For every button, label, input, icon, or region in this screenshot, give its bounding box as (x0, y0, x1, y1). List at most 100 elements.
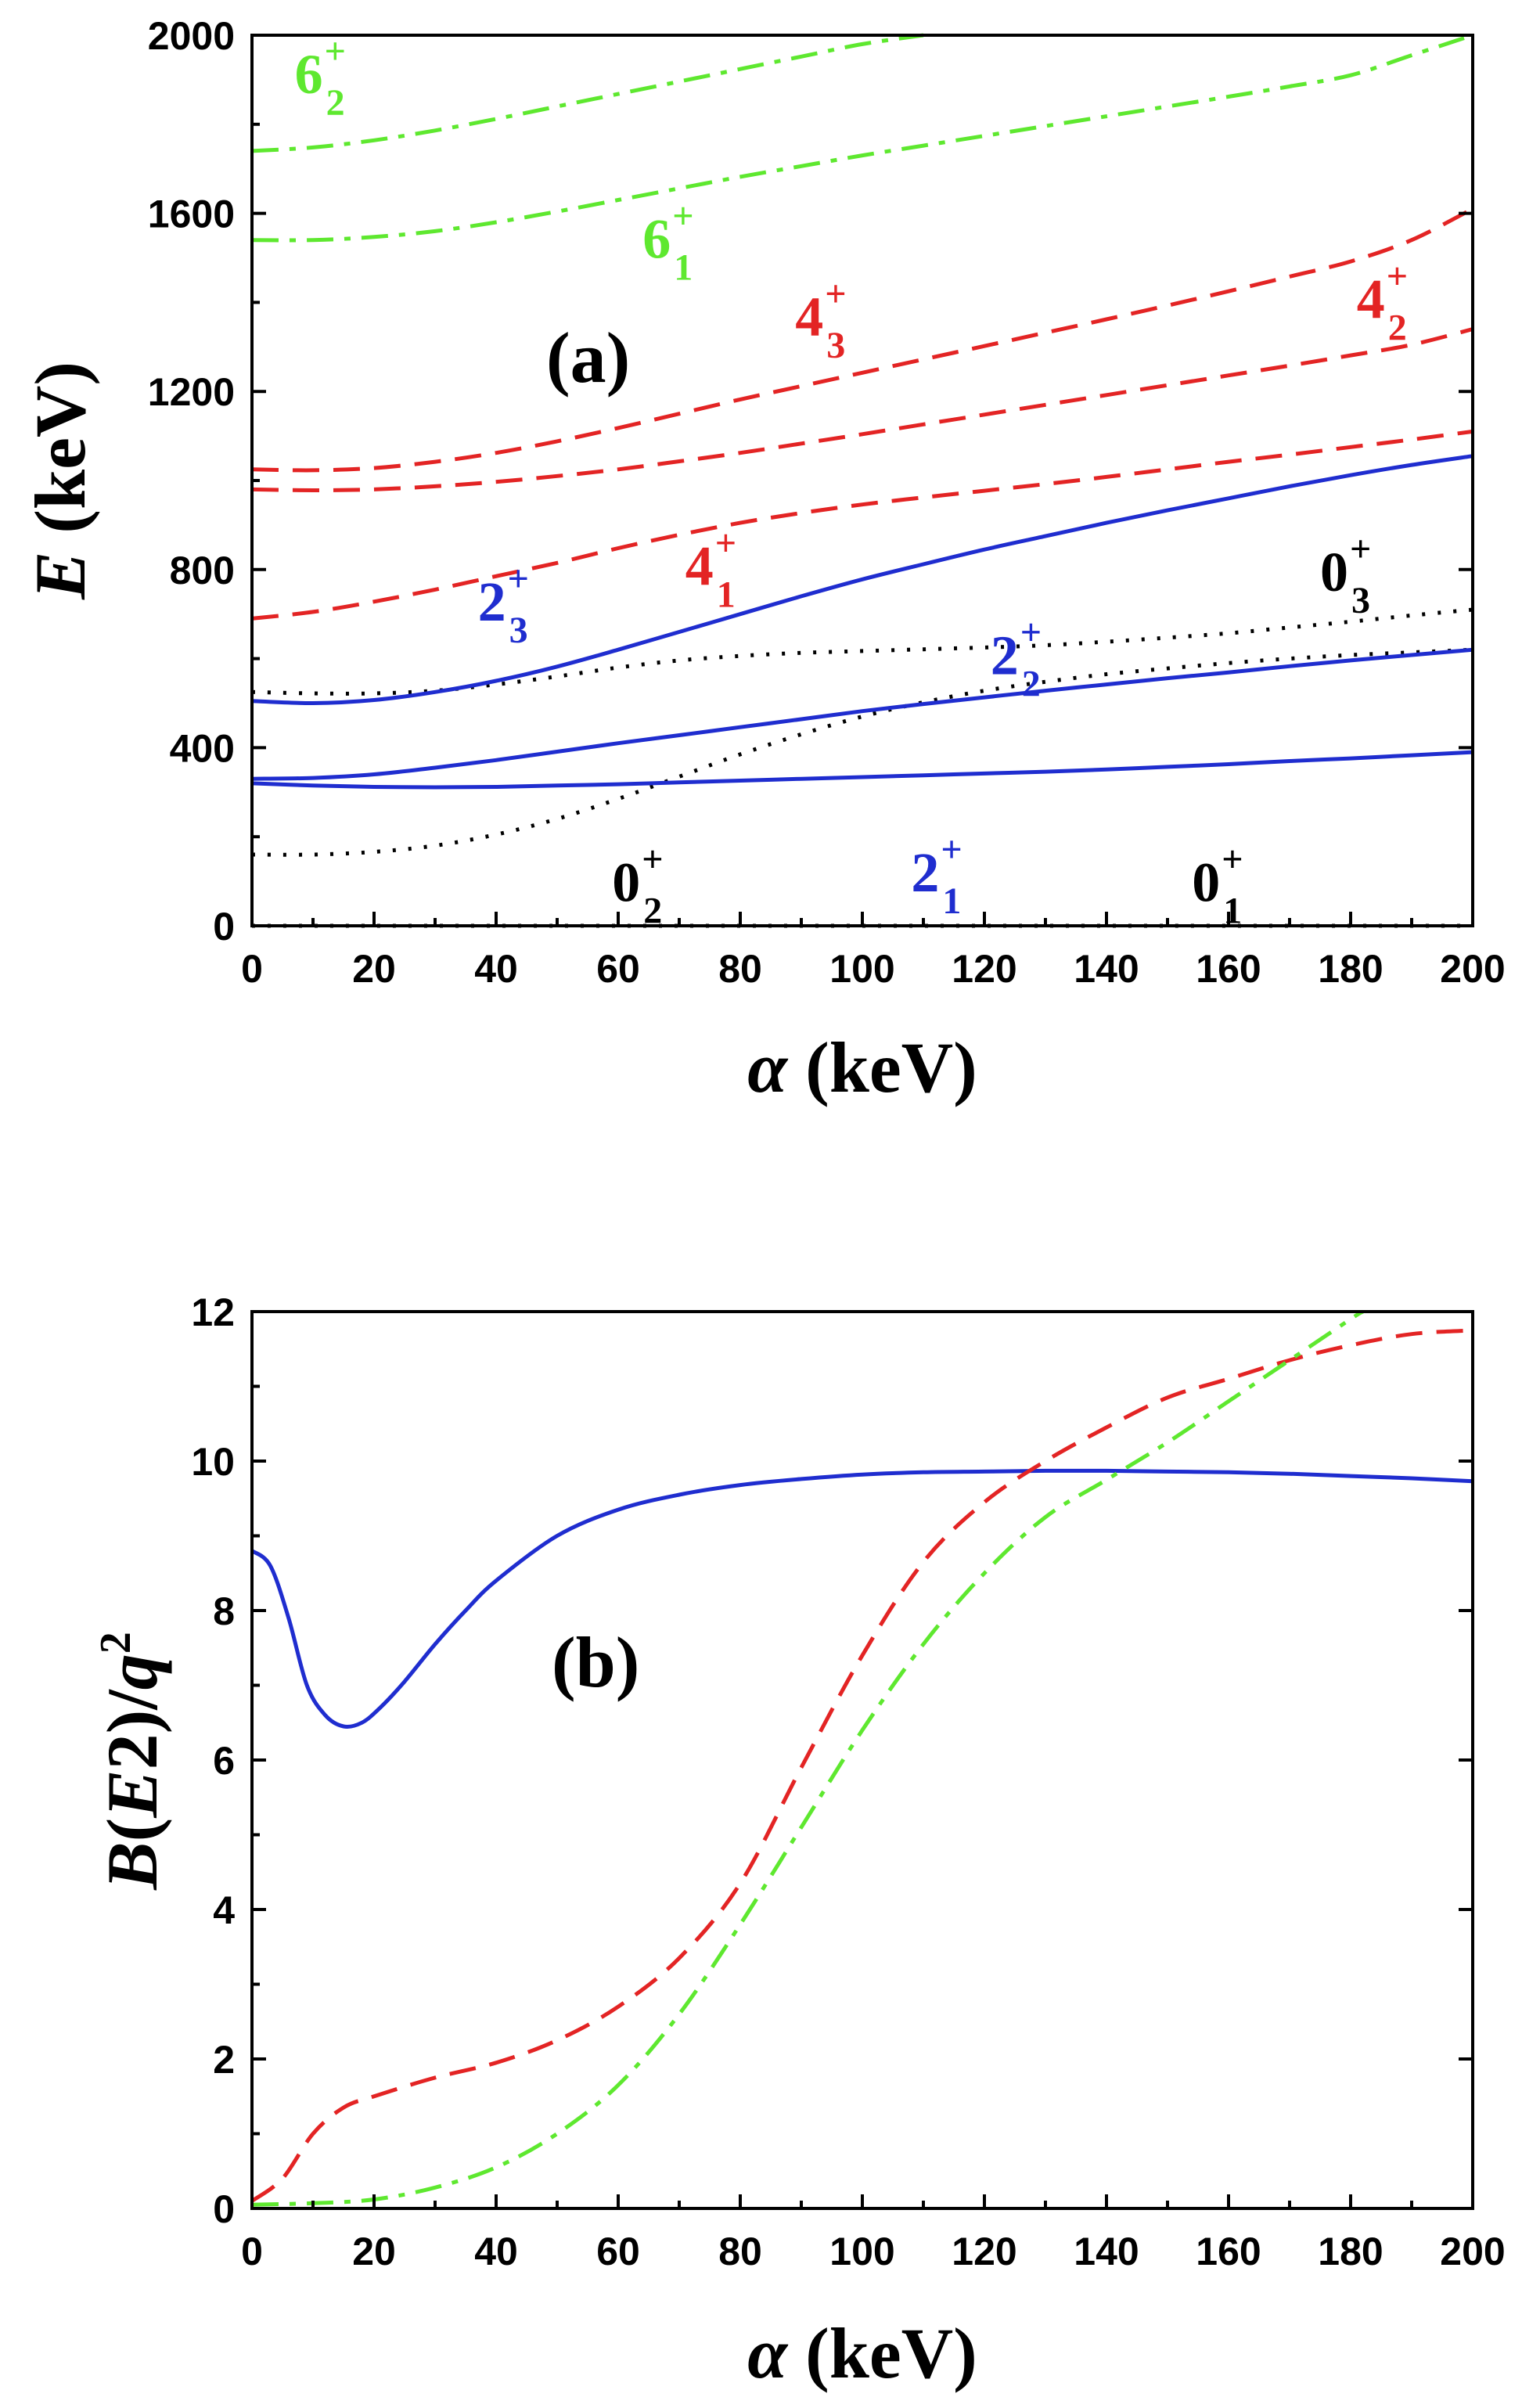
state-label-parity: + (941, 829, 962, 870)
chart-a-y-tick-label: 800 (170, 549, 235, 592)
chart-a-series-layer (251, 33, 1474, 928)
chart-b-y-axis-title: B(E2)/q2 (92, 1632, 172, 1891)
chart-a-x-tick-label: 200 (1440, 947, 1505, 991)
state-label-index: 2 (1388, 307, 1407, 348)
state-label-4-3: 4 +3 (795, 273, 846, 366)
chart-a-series-7 (251, 429, 1473, 621)
chart-b-x-tick-label: 120 (952, 2230, 1016, 2273)
chart-a-series-6 (251, 454, 1473, 706)
state-label-parity: + (825, 273, 846, 315)
chart-a-series-3 (251, 607, 1473, 696)
chart-b-x-tick-label: 0 (241, 2230, 263, 2273)
chart-b: 0 20 40 60 80 100 120 140 160 180 200 0 2 4 6 8 10 12 (b)… (92, 1290, 1506, 2393)
chart-a-series-5 (251, 647, 1473, 781)
state-label-index: 2 (326, 82, 345, 124)
state-label-index: 1 (717, 574, 736, 616)
chart-a-series-2 (251, 647, 1473, 857)
state-label-index: 3 (509, 610, 528, 651)
chart-b-series-1 (250, 1468, 1473, 1729)
chart-b-ticks (250, 1310, 1474, 2210)
state-label-2-3: 2 +3 (478, 558, 529, 651)
chart-a-x-tick-label: 60 (596, 947, 640, 991)
state-label-2-1: 2 +1 (911, 829, 962, 922)
chart-a-x-tick-label: 80 (718, 947, 762, 991)
chart-a-y-tick-label: 2000 (148, 14, 235, 58)
state-label-parity: + (1020, 612, 1042, 653)
state-label-value: 2 (911, 841, 939, 904)
state-label-index: 3 (1351, 580, 1370, 621)
chart-b-x-tick-label: 200 (1440, 2230, 1505, 2273)
state-label-parity: + (1387, 255, 1408, 297)
state-label-value: 4 (685, 535, 714, 598)
state-label-value: 6 (295, 43, 323, 106)
state-label-parity: + (1222, 839, 1243, 880)
chart-b-x-tick-label: 20 (352, 2230, 396, 2273)
chart-a-y-tick-label: 1200 (148, 370, 235, 414)
chart-b-y-tick-label: 6 (213, 1739, 235, 1783)
chart-a-series-10 (251, 33, 1473, 243)
state-label-6-1: 6 +1 (642, 196, 693, 289)
state-label-index: 1 (1223, 891, 1242, 932)
state-label-index: 3 (826, 325, 845, 366)
state-label-value: 4 (795, 286, 823, 348)
chart-a-x-tick-label: 0 (241, 947, 263, 991)
state-label-2-2: 2 +2 (991, 612, 1042, 705)
chart-a-ticks (250, 34, 1474, 927)
chart-a-x-axis-title: α (keV) (747, 1028, 977, 1107)
chart-a-series-8 (251, 327, 1473, 492)
state-label-parity: + (508, 558, 529, 599)
chart-b-series-3 (251, 1309, 1364, 2207)
state-label-parity: + (1350, 528, 1371, 570)
chart-a-y-tick-label: 0 (213, 905, 235, 948)
chart-b-tick-labels: 0 20 40 60 80 100 120 140 160 180 200 0 2 4 6 8 10 12 (191, 1290, 1505, 2273)
chart-b-x-axis-title: α (keV) (747, 2313, 977, 2393)
chart-b-plot-frame (250, 1310, 1474, 2210)
chart-a-state-labels: 6 +26 +14 +34 +24 +12 +3 2 +22 +10 +30 +2 0 +1 (295, 31, 1409, 932)
chart-a-x-tick-label: 160 (1196, 947, 1261, 991)
state-label-value: 6 (642, 208, 671, 271)
state-label-0-3: 0 +3 (1320, 528, 1371, 621)
state-label-6-2: 6 +2 (295, 31, 346, 124)
state-label-4-2: 4 +2 (1357, 255, 1408, 348)
chart-a-x-tick-label: 100 (829, 947, 894, 991)
state-label-value: 0 (1192, 851, 1220, 914)
chart-a-series-9 (251, 207, 1474, 473)
chart-b-series-2 (250, 1328, 1473, 2203)
chart-b-y-tick-label: 8 (213, 1589, 235, 1633)
chart-a-series-4 (251, 750, 1473, 790)
chart-a-plot-frame (250, 34, 1474, 927)
chart-b-x-tick-label: 80 (718, 2230, 762, 2273)
chart-a-x-tick-label: 180 (1318, 947, 1383, 991)
chart-b-y-tick-label: 2 (213, 2038, 235, 2082)
chart-a-y-tick-label: 1600 (148, 193, 235, 236)
state-label-value: 2 (991, 624, 1019, 687)
chart-b-x-tick-label: 40 (474, 2230, 518, 2273)
state-label-value: 0 (612, 851, 640, 914)
state-label-0-1: 0 +1 (1192, 839, 1243, 932)
state-label-0-2: 0 +2 (612, 839, 663, 932)
chart-a-x-tick-label: 20 (352, 947, 396, 991)
state-label-parity: + (325, 31, 346, 72)
state-label-parity: + (642, 839, 663, 880)
state-label-parity: + (715, 523, 736, 564)
state-label-value: 4 (1357, 268, 1385, 330)
state-label-4-1: 4 +1 (685, 523, 736, 616)
chart-b-x-tick-label: 140 (1074, 2230, 1139, 2273)
chart-a-x-tick-label: 120 (952, 947, 1016, 991)
chart-b-x-tick-label: 160 (1196, 2230, 1261, 2273)
chart-b-x-tick-label: 60 (596, 2230, 640, 2273)
chart-b-x-tick-label: 180 (1318, 2230, 1383, 2273)
chart-b-x-tick-label: 100 (829, 2230, 894, 2273)
chart-a-y-tick-label: 400 (170, 726, 235, 770)
chart-b-series-layer (250, 1309, 1473, 2207)
state-label-index: 1 (674, 247, 693, 289)
chart-a-panel-label: (a) (546, 318, 630, 398)
state-label-parity: + (672, 196, 693, 237)
chart-a: 0 20 40 60 80 100 120 140 160 180 2000400800120016… (20, 14, 1506, 1107)
state-label-value: 0 (1320, 541, 1348, 603)
chart-a-tick-labels: 0 20 40 60 80 100 120 140 160 180 2000400800120016… (148, 14, 1506, 991)
state-label-index: 2 (643, 891, 662, 932)
chart-b-y-tick-label: 0 (213, 2187, 235, 2231)
state-label-index: 2 (1022, 664, 1041, 705)
